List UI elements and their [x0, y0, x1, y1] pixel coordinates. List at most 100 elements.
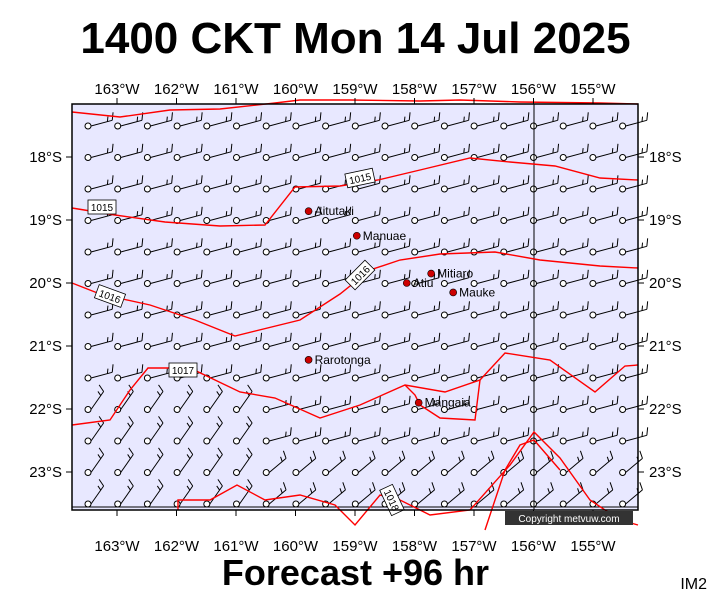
island-dot [352, 231, 361, 240]
wind-barb [500, 395, 530, 413]
wind-barb [114, 238, 144, 256]
wind-barb [559, 175, 589, 193]
wind-barb [173, 332, 203, 350]
wind-barb [233, 112, 263, 130]
wind-barb [203, 269, 233, 287]
lon-label-bottom: 160°W [273, 538, 319, 555]
wind-barb [619, 395, 649, 413]
lon-label-bottom: 155°W [570, 538, 616, 555]
wind-barb [589, 112, 619, 130]
wind-barb [233, 143, 263, 161]
wind-barb [262, 238, 292, 256]
wind-barb [589, 269, 619, 287]
lon-label-top: 161°W [213, 81, 259, 98]
wind-barb [233, 238, 263, 256]
isobar-lower-a [404, 379, 481, 421]
place-marker: Mitiaro [427, 267, 473, 281]
wind-barb [262, 143, 292, 161]
model-badge: IM2 [680, 576, 707, 593]
wind-barb [411, 427, 441, 445]
wind-barb [470, 269, 500, 287]
wind-barb [470, 450, 495, 476]
wind-barb [589, 206, 619, 224]
wind-barb [262, 364, 292, 382]
wind-barb [143, 175, 173, 193]
wind-barb [559, 112, 589, 130]
wind-barb [84, 384, 105, 413]
wind-barb [381, 175, 411, 193]
wind-barb [322, 427, 352, 445]
isobar-1017 [71, 352, 639, 426]
copyright-text: Copyright metvuw.com [518, 514, 619, 525]
wind-barb [114, 416, 134, 445]
wind-barb [411, 269, 441, 287]
place-marker: Manuae [352, 229, 407, 243]
wind-barb [440, 175, 470, 193]
wind-barb [203, 384, 223, 413]
wind-barb [589, 175, 619, 193]
wind-barb [292, 332, 322, 350]
wind-barb [292, 269, 322, 287]
wind-barb [381, 427, 411, 445]
wind-barb [411, 112, 441, 130]
lat-label-left: 20°S [29, 275, 62, 292]
wind-barb [114, 269, 144, 287]
wind-barb [143, 332, 173, 350]
wind-barb [559, 206, 589, 224]
wind-barb [322, 112, 352, 130]
wind-barb [233, 269, 263, 287]
island-dot [402, 279, 411, 287]
wind-barb [619, 332, 649, 350]
wind-barb [470, 206, 500, 224]
place-marker: Mauke [449, 285, 496, 299]
wind-barb [292, 364, 322, 382]
wind-barb [381, 112, 411, 130]
wind-barb [559, 269, 589, 287]
lat-label-right: 18°S [649, 149, 682, 166]
wind-barb [262, 301, 292, 319]
lat-label-left: 21°S [29, 338, 62, 355]
lon-label-top: 163°W [94, 81, 140, 98]
wind-barb [114, 479, 134, 508]
lon-label-bottom: 161°W [213, 538, 259, 555]
wind-barb [292, 427, 322, 445]
wind-barb [589, 364, 619, 382]
wind-barb [292, 112, 322, 130]
wind-barb [411, 364, 441, 382]
wind-barb [203, 238, 233, 256]
place-marker: Aitutaki [304, 204, 354, 218]
wind-barb [440, 332, 470, 350]
wind-barb [233, 175, 263, 193]
lat-label-right: 20°S [649, 275, 682, 292]
wind-barb [114, 112, 144, 130]
wind-barb [500, 301, 530, 319]
wind-barb [500, 482, 525, 508]
wind-barb [500, 112, 530, 130]
wind-barb [381, 269, 411, 287]
wind-barb [262, 482, 287, 508]
lat-label-left: 18°S [29, 149, 62, 166]
wind-barb [381, 143, 411, 161]
wind-barb [143, 238, 173, 256]
place-label: Manuae [363, 229, 407, 243]
place-label: Rarotonga [315, 353, 371, 367]
wind-barb [173, 447, 194, 476]
lon-label-top: 158°W [392, 81, 438, 98]
isobar-label: 1017 [168, 362, 198, 378]
wind-barb [173, 238, 203, 256]
wind-barb [411, 395, 441, 413]
wind-barb [84, 332, 114, 350]
wind-barb [500, 364, 530, 382]
wind-barb [173, 143, 203, 161]
wind-barb [589, 332, 619, 350]
wind-barb [381, 450, 406, 476]
lat-label-right: 23°S [649, 464, 682, 481]
wind-barb [114, 447, 134, 476]
wind-barb [351, 450, 376, 476]
wind-barb [411, 301, 441, 319]
wind-barb [143, 143, 173, 161]
wind-barb [411, 332, 441, 350]
wind-barb [381, 238, 411, 256]
wind-barb [530, 206, 560, 224]
